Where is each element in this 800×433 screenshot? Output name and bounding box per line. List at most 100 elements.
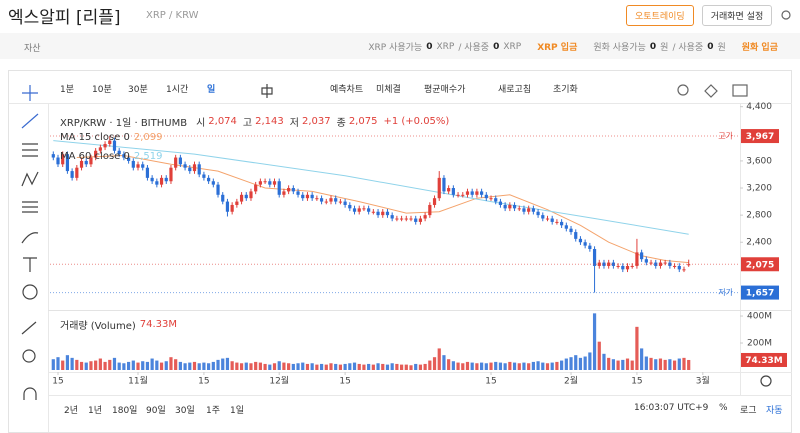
ma-legend-row: MA 15 close 0 2,099	[60, 132, 163, 143]
volume-bar	[277, 361, 281, 370]
volume-bar	[221, 358, 225, 370]
ohlc-name: 종	[336, 118, 346, 129]
tool-button[interactable]: 평균매수가	[424, 85, 466, 95]
volume-bar	[522, 362, 526, 370]
candle-body	[79, 160, 84, 168]
candle-body	[503, 204, 507, 209]
candle-body	[390, 215, 394, 219]
range-button[interactable]: 90일	[146, 406, 166, 416]
magnet-tool[interactable]	[23, 387, 37, 400]
volume-bar	[395, 363, 399, 370]
volume-bar	[178, 361, 182, 370]
volume-bar	[432, 357, 437, 370]
volume-bar	[207, 363, 211, 370]
header-buttons: 오토트레이딩 거래화면 설정	[626, 5, 773, 26]
volume-bar	[644, 356, 648, 370]
range-button[interactable]: 180일	[112, 406, 138, 416]
tool-button[interactable]: 초기화	[553, 85, 578, 95]
text-tool[interactable]	[23, 257, 37, 272]
volume-bar	[254, 361, 258, 370]
volume-bar	[602, 353, 606, 370]
y-tick-label: 3,600	[746, 156, 772, 166]
deposit-link[interactable]: 원화 입금	[741, 43, 778, 53]
zoom-tool[interactable]	[22, 349, 36, 363]
volume-bar	[70, 357, 74, 370]
candle-body	[461, 194, 465, 196]
deposit-link[interactable]: XRP 입금	[537, 43, 578, 53]
ma-line	[53, 140, 689, 235]
pattern-tool[interactable]	[21, 171, 39, 187]
candle-body	[117, 150, 121, 155]
volume-bar	[461, 363, 465, 370]
candle-body	[498, 201, 503, 205]
drawing-tools[interactable]	[21, 10, 791, 400]
scale-option[interactable]: 자동	[766, 406, 783, 416]
candle-body	[94, 150, 98, 158]
range-button[interactable]: 1년	[88, 406, 103, 416]
volume-bar	[159, 362, 164, 370]
interval-button[interactable]: 10분	[92, 85, 112, 95]
range-button[interactable]: 30일	[175, 406, 195, 416]
y-tick-label: 3,200	[746, 184, 772, 194]
tool-button[interactable]: 새로고침	[498, 85, 532, 95]
candle-body	[456, 194, 460, 196]
tool-button[interactable]: 예측차트	[330, 85, 364, 95]
interval-button[interactable]: 1분	[60, 85, 75, 95]
volume-bar	[503, 363, 507, 370]
scale-option[interactable]: 로그	[740, 406, 757, 416]
auto-trading-button[interactable]: 오토트레이딩	[626, 5, 694, 26]
settings-button[interactable]: 거래화면 설정	[701, 5, 773, 26]
candle-body	[301, 194, 305, 199]
compare-icon[interactable]	[704, 84, 718, 98]
snapshot-icon[interactable]	[732, 84, 748, 97]
y-tick-label: 4,400	[746, 102, 772, 112]
volume-bar	[329, 363, 333, 370]
axis-settings[interactable]	[760, 375, 772, 387]
fib-tool[interactable]	[22, 143, 38, 157]
volume-tick-label: 400M	[747, 312, 772, 322]
range-button[interactable]: 1주	[206, 406, 221, 416]
interval-button[interactable]: 일	[207, 85, 216, 95]
ma-legend-row: MA 60 close 0 2,519	[60, 151, 163, 162]
candle-body	[225, 201, 230, 212]
candle-body	[263, 181, 267, 183]
candle-body	[65, 154, 70, 172]
volume-bar	[498, 362, 503, 370]
tool-button[interactable]: 미체결	[376, 85, 401, 95]
volume-bar	[423, 363, 427, 370]
x-tick-label: 11월	[128, 375, 148, 387]
range-button[interactable]: 1일	[230, 406, 245, 416]
measure-tool[interactable]	[21, 321, 37, 335]
brush-tool[interactable]	[21, 232, 39, 244]
interval-button[interactable]: 1시간	[166, 85, 189, 95]
volume-bar	[51, 359, 55, 370]
range-button[interactable]: 2년	[64, 406, 79, 416]
line-tool[interactable]	[21, 113, 39, 129]
volume-bar	[517, 363, 521, 370]
interval-button[interactable]: 30분	[128, 85, 148, 95]
volume-bar	[588, 352, 592, 370]
scale-option[interactable]: %	[719, 403, 728, 413]
volume-bar	[352, 362, 357, 370]
candle-type[interactable]	[261, 84, 273, 98]
volume-bar	[122, 363, 126, 370]
volume-bar	[291, 363, 295, 370]
candle-body	[319, 198, 324, 202]
ohlc-value: 2,143	[255, 116, 284, 127]
settings-gear[interactable]	[781, 10, 791, 20]
candle-body	[282, 191, 286, 195]
candle-body	[371, 211, 375, 213]
volume-last: 74.33M	[139, 319, 178, 330]
volume-bar	[348, 363, 352, 370]
volume-bar	[225, 357, 230, 370]
volume-bar	[385, 364, 390, 370]
price-box	[741, 257, 779, 272]
icon-tool[interactable]	[22, 284, 38, 300]
projection-tool[interactable]	[22, 201, 38, 213]
volume-bar	[404, 364, 408, 370]
candle-body	[357, 208, 361, 212]
candle-body	[611, 262, 615, 266]
crosshair-tool[interactable]	[22, 85, 38, 101]
asset-text: 원화 사용가능	[593, 43, 646, 53]
indicator-icon[interactable]	[677, 84, 689, 96]
